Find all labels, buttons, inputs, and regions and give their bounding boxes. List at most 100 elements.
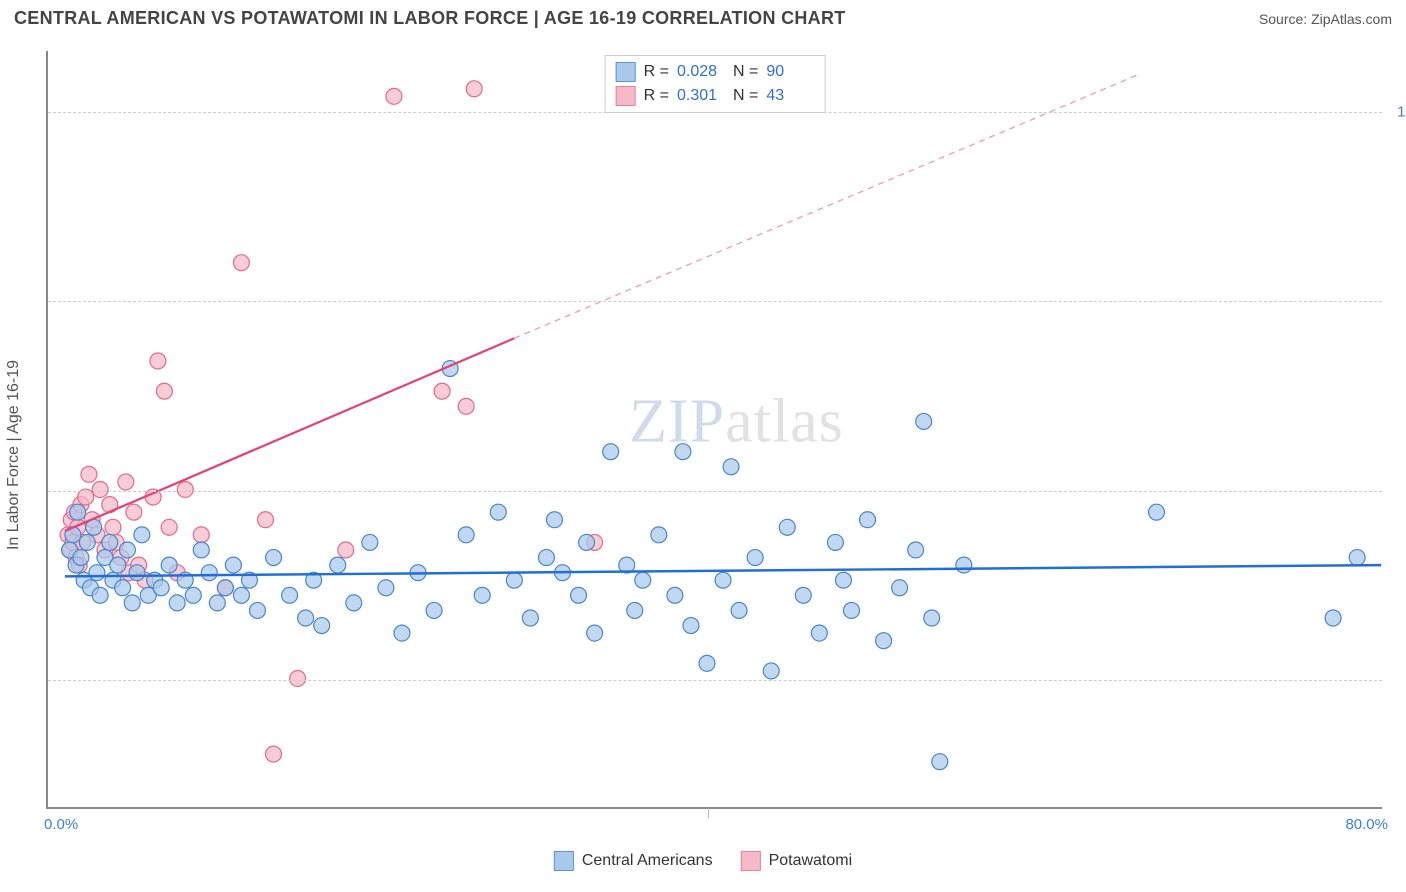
plot-svg bbox=[48, 51, 1382, 807]
scatter-point-blue bbox=[394, 625, 410, 641]
stat-r-value: 0.028 bbox=[677, 63, 725, 81]
gridline-v bbox=[708, 808, 709, 818]
scatter-point-pink bbox=[466, 81, 482, 97]
scatter-point-blue bbox=[346, 595, 362, 611]
scatter-point-blue bbox=[102, 534, 118, 550]
scatter-point-blue bbox=[587, 625, 603, 641]
scatter-point-blue bbox=[185, 587, 201, 603]
scatter-point-pink bbox=[458, 398, 474, 414]
scatter-point-blue bbox=[699, 655, 715, 671]
scatter-point-blue bbox=[603, 444, 619, 460]
scatter-point-blue bbox=[779, 519, 795, 535]
scatter-point-pink bbox=[126, 504, 142, 520]
scatter-point-blue bbox=[92, 587, 108, 603]
scatter-point-blue bbox=[795, 587, 811, 603]
scatter-point-blue bbox=[683, 618, 699, 634]
scatter-point-blue bbox=[715, 572, 731, 588]
scatter-point-blue bbox=[522, 610, 538, 626]
scatter-point-blue bbox=[209, 595, 225, 611]
scatter-point-pink bbox=[338, 542, 354, 558]
scatter-point-blue bbox=[217, 580, 233, 596]
scatter-point-pink bbox=[193, 527, 209, 543]
scatter-point-pink bbox=[258, 512, 274, 528]
scatter-point-blue bbox=[651, 527, 667, 543]
scatter-point-blue bbox=[314, 618, 330, 634]
scatter-point-blue bbox=[73, 550, 89, 566]
scatter-point-blue bbox=[843, 602, 859, 618]
scatter-point-blue bbox=[627, 602, 643, 618]
scatter-point-blue bbox=[362, 534, 378, 550]
gridline-h bbox=[48, 680, 1382, 681]
scatter-point-blue bbox=[378, 580, 394, 596]
scatter-point-blue bbox=[79, 534, 95, 550]
stat-n-label: N = bbox=[733, 63, 758, 81]
scatter-point-blue bbox=[763, 663, 779, 679]
scatter-point-blue bbox=[161, 557, 177, 573]
scatter-point-pink bbox=[233, 255, 249, 271]
scatter-point-pink bbox=[105, 519, 121, 535]
legend-label: Central Americans bbox=[582, 852, 713, 870]
series-swatch bbox=[616, 62, 636, 82]
stats-legend-box: R = 0.028 N = 90 R =0.301N =43 bbox=[605, 55, 826, 113]
legend-label: Potawatomi bbox=[769, 852, 853, 870]
gridline-h bbox=[48, 112, 1382, 113]
chart-title: CENTRAL AMERICAN VS POTAWATOMI IN LABOR … bbox=[14, 8, 846, 29]
scatter-point-blue bbox=[667, 587, 683, 603]
scatter-point-blue bbox=[546, 512, 562, 528]
stat-r-label: R = bbox=[644, 87, 669, 105]
legend-swatch bbox=[741, 851, 761, 871]
gridline-h bbox=[48, 301, 1382, 302]
scatter-point-blue bbox=[827, 534, 843, 550]
scatter-point-blue bbox=[635, 572, 651, 588]
legend-item: Potawatomi bbox=[741, 851, 853, 871]
scatter-point-blue bbox=[426, 602, 442, 618]
scatter-point-blue bbox=[298, 610, 314, 626]
scatter-point-blue bbox=[153, 580, 169, 596]
scatter-point-pink bbox=[290, 671, 306, 687]
scatter-point-pink bbox=[434, 383, 450, 399]
x-tick-0: 0.0% bbox=[44, 816, 78, 833]
scatter-point-blue bbox=[1349, 550, 1365, 566]
scatter-point-blue bbox=[1325, 610, 1341, 626]
scatter-point-blue bbox=[916, 413, 932, 429]
scatter-point-blue bbox=[193, 542, 209, 558]
trend-line-pink-solid bbox=[65, 338, 515, 531]
scatter-point-blue bbox=[908, 542, 924, 558]
scatter-point-blue bbox=[506, 572, 522, 588]
stats-row: R =0.301N =43 bbox=[616, 84, 815, 108]
scatter-point-pink bbox=[150, 353, 166, 369]
chart-area: In Labor Force | Age 16-19 ZIPatlas R =0… bbox=[0, 33, 1406, 877]
scatter-point-blue bbox=[474, 587, 490, 603]
y-axis-label: In Labor Force | Age 16-19 bbox=[5, 360, 23, 550]
scatter-point-blue bbox=[201, 565, 217, 581]
stat-r-label: R = bbox=[644, 63, 669, 81]
scatter-point-blue bbox=[811, 625, 827, 641]
scatter-point-pink bbox=[92, 482, 108, 498]
series-legend: Central Americans Potawatomi bbox=[554, 851, 852, 871]
stats-row: R = 0.028 N = 90 bbox=[616, 60, 815, 84]
scatter-point-pink bbox=[118, 474, 134, 490]
scatter-point-blue bbox=[731, 602, 747, 618]
scatter-point-blue bbox=[892, 580, 908, 596]
scatter-point-pink bbox=[161, 519, 177, 535]
scatter-point-blue bbox=[723, 459, 739, 475]
trend-line-pink-dashed bbox=[514, 74, 1140, 339]
y-tick-label: 100.0% bbox=[1397, 103, 1406, 120]
stat-n-value: 90 bbox=[766, 63, 814, 81]
plot-area: ZIPatlas R =0.028N =90R =0.301N =43 0.0%… bbox=[46, 51, 1382, 809]
scatter-point-blue bbox=[835, 572, 851, 588]
chart-header: CENTRAL AMERICAN VS POTAWATOMI IN LABOR … bbox=[0, 0, 1406, 33]
scatter-point-blue bbox=[115, 580, 131, 596]
series-swatch bbox=[616, 86, 636, 106]
stat-n-value: 43 bbox=[766, 87, 814, 105]
scatter-point-blue bbox=[89, 565, 105, 581]
scatter-point-blue bbox=[282, 587, 298, 603]
legend-item: Central Americans bbox=[554, 851, 713, 871]
scatter-point-blue bbox=[110, 557, 126, 573]
scatter-point-blue bbox=[70, 504, 86, 520]
scatter-point-blue bbox=[956, 557, 972, 573]
scatter-point-blue bbox=[1149, 504, 1165, 520]
scatter-point-blue bbox=[129, 565, 145, 581]
scatter-point-blue bbox=[571, 587, 587, 603]
scatter-point-blue bbox=[860, 512, 876, 528]
